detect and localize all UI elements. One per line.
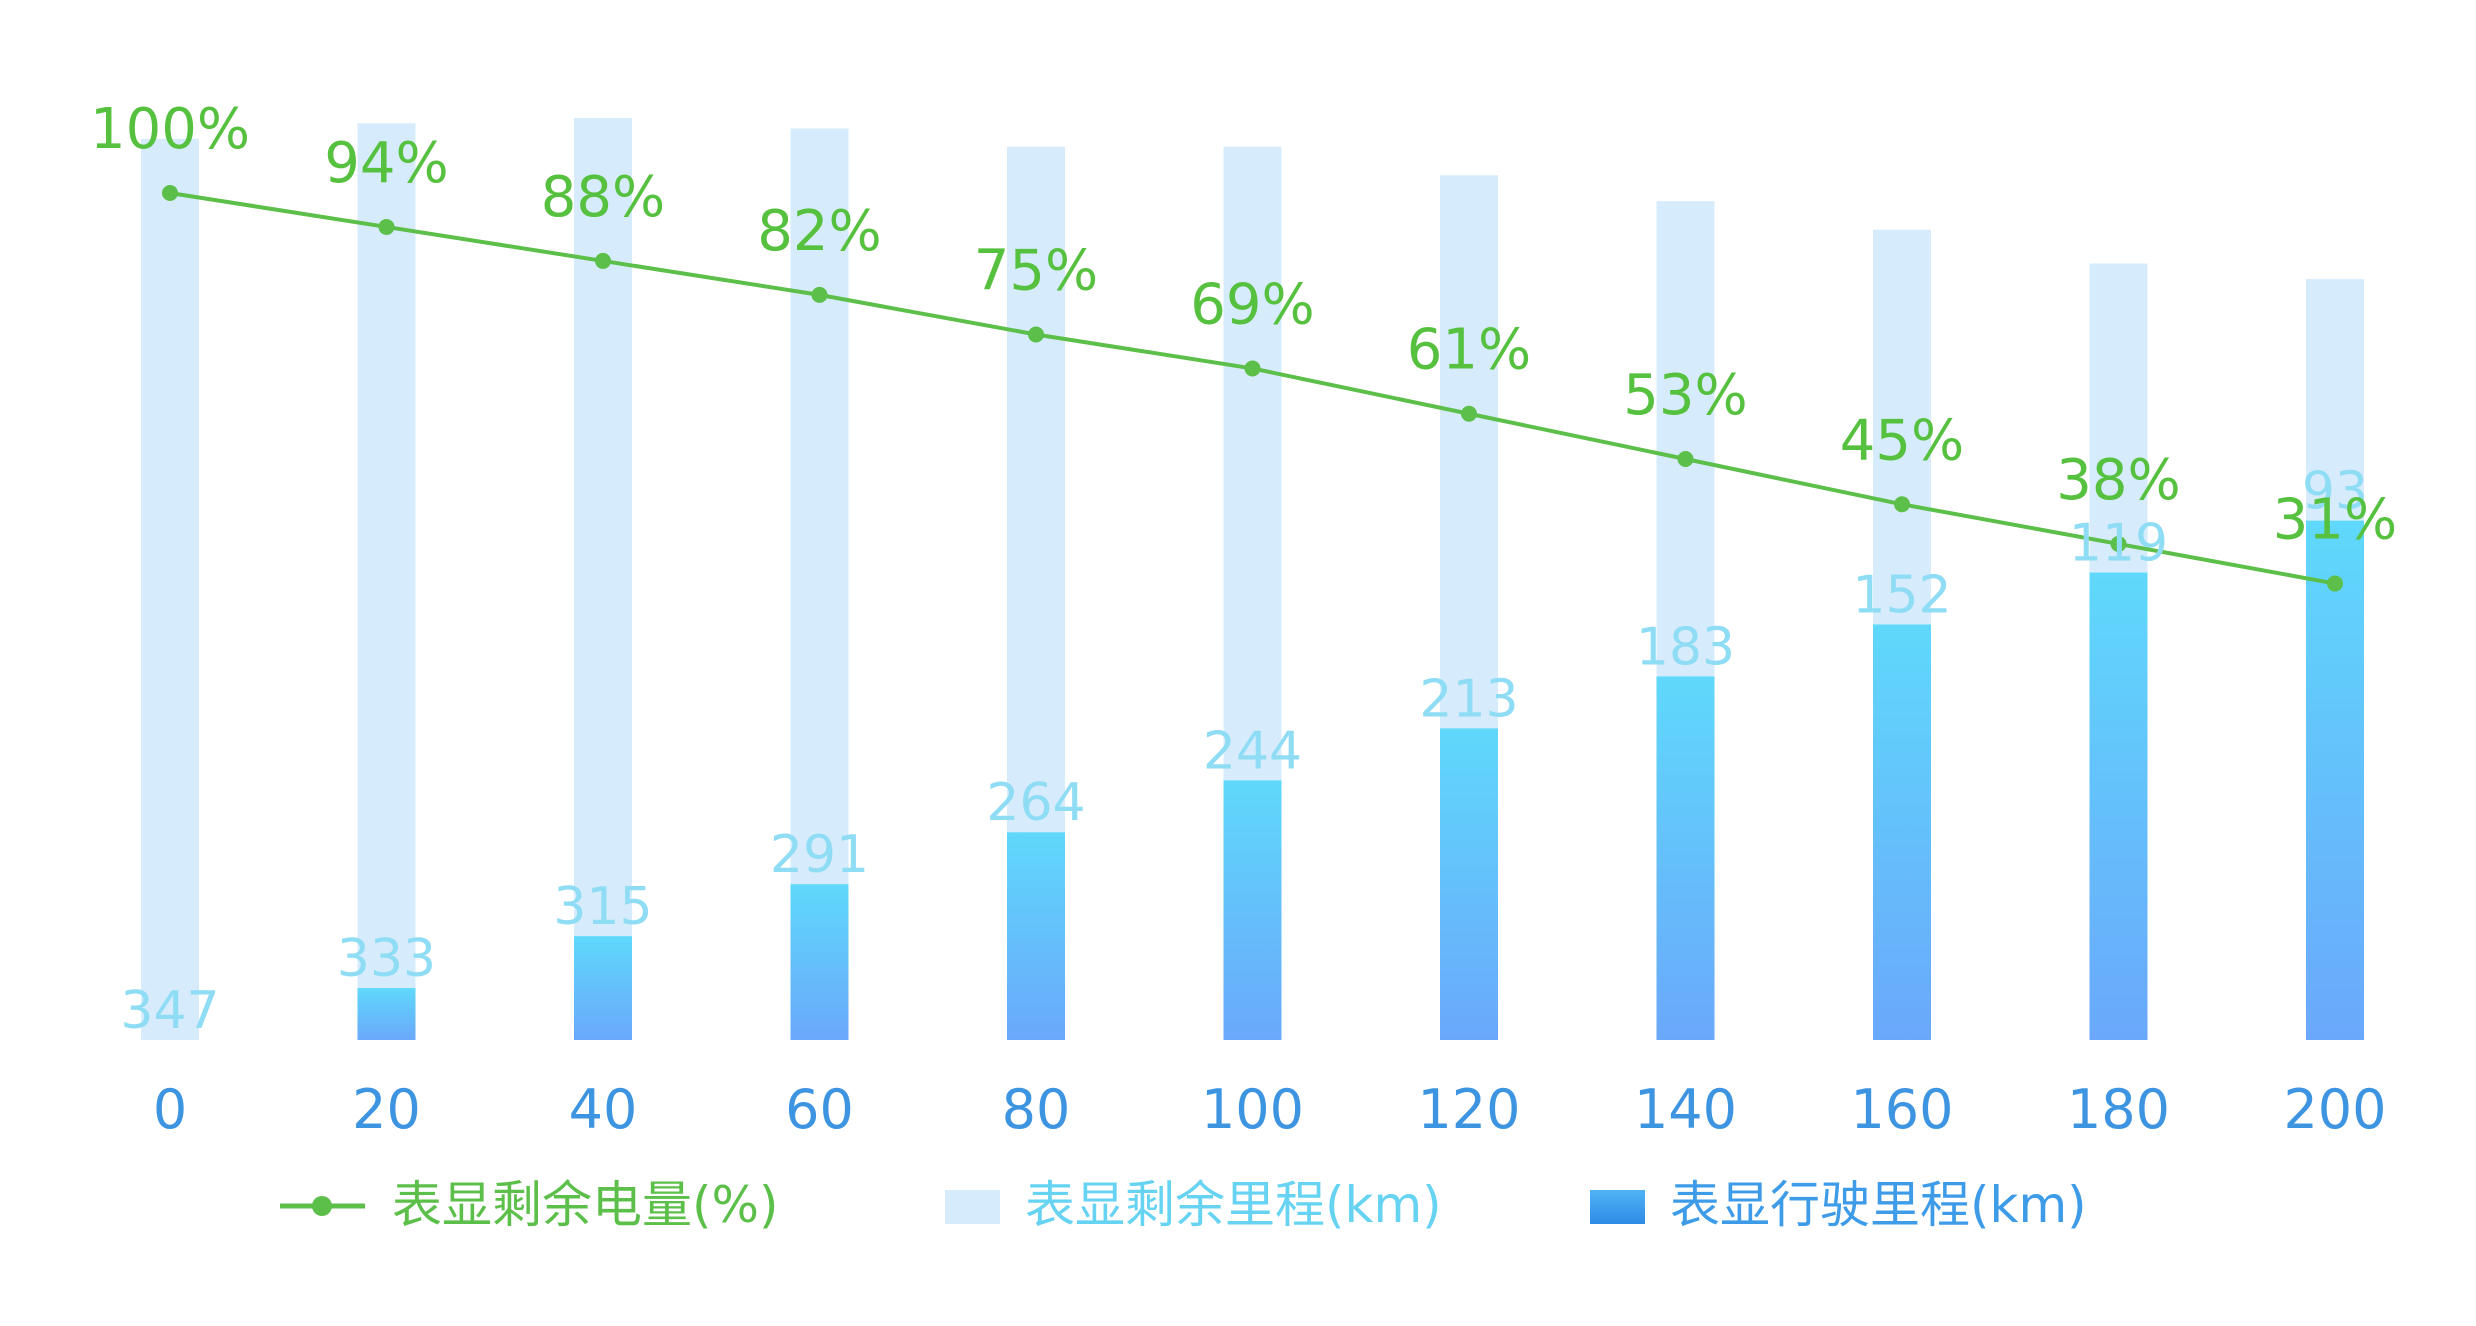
driven-bar: [1656, 676, 1715, 1040]
battery-percent-label: 61%: [1407, 318, 1531, 383]
line-dot-icon-marker: [312, 1196, 332, 1216]
x-tick-label: 180: [2067, 1078, 2170, 1141]
battery-point: [1461, 405, 1477, 422]
battery-percent-label: 82%: [757, 199, 881, 264]
battery-point: [1028, 326, 1044, 343]
remaining-km-label: 152: [1852, 565, 1951, 625]
legend: 表显剩余电量(%) 表显剩余里程(km) 表显行驶里程(km): [280, 1176, 2087, 1234]
battery-percent-label: 31%: [2273, 488, 2397, 553]
remaining-bar: [790, 128, 849, 885]
remaining-km-label: 347: [120, 981, 219, 1041]
bars-layer: [141, 118, 2364, 1040]
remaining-km-label: 119: [2069, 514, 2168, 574]
x-tick-label: 0: [153, 1078, 187, 1141]
battery-point: [1894, 496, 1910, 513]
remaining-km-label: 291: [770, 825, 869, 885]
remaining-km-label: 213: [1419, 669, 1518, 729]
battery-point: [162, 185, 178, 201]
battery-point: [2110, 535, 2127, 552]
battery-point: [378, 218, 395, 235]
battery-point: [1677, 451, 1694, 468]
x-axis: 0 20 40 60 80 100 120 140 160 180 200: [153, 1078, 2387, 1141]
battery-point: [811, 286, 828, 303]
x-tick-label: 140: [1634, 1078, 1737, 1141]
battery-point: [595, 252, 611, 269]
line-layer: [162, 185, 2343, 592]
battery-point: [1244, 360, 1261, 377]
battery-percent-label: 53%: [1623, 363, 1747, 428]
remaining-km-label: 333: [337, 929, 436, 989]
remaining-bar: [357, 123, 416, 989]
remaining-km-label: 264: [986, 773, 1085, 833]
battery-percent-label: 45%: [1840, 408, 1964, 473]
battery-percent-label: 88%: [541, 165, 665, 230]
legend-item-battery[interactable]: 表显剩余电量(%): [280, 1176, 779, 1234]
remaining-km-label: 315: [553, 877, 652, 937]
battery-percent-label: 38%: [2056, 448, 2180, 513]
driven-bar: [1223, 780, 1282, 1040]
legend-label-remaining: 表显剩余里程(km): [1025, 1176, 1442, 1234]
driven-bar: [790, 884, 849, 1040]
remaining-bar: [1656, 201, 1715, 677]
battery-percent-label: 75%: [974, 239, 1098, 304]
battery-percent-label: 94%: [324, 131, 448, 196]
driven-bar: [2089, 572, 2148, 1040]
driven-bar: [2306, 520, 2364, 1040]
legend-item-remaining[interactable]: 表显剩余里程(km): [945, 1176, 1442, 1234]
battery-percent-label: 100%: [90, 97, 250, 162]
remaining-bar: [2089, 263, 2148, 573]
driven-bar: [357, 988, 416, 1040]
legend-label-battery: 表显剩余电量(%): [392, 1176, 779, 1234]
remaining-bar: [574, 118, 632, 937]
legend-label-driven: 表显行驶里程(km): [1670, 1176, 2087, 1234]
x-tick-label: 120: [1417, 1078, 1520, 1141]
line-labels-layer: 100% 94% 88% 82% 75% 69% 61% 53% 45% 38% 31%: [90, 97, 2397, 553]
x-tick-label: 40: [569, 1078, 638, 1141]
remaining-bar: [1223, 146, 1282, 781]
driven-bar: [1873, 624, 1931, 1040]
driven-bar: [1440, 728, 1498, 1040]
remaining-km-label: 183: [1636, 617, 1735, 677]
x-tick-label: 100: [1201, 1078, 1304, 1141]
driven-bar: [1007, 832, 1065, 1040]
remaining-bar: [1007, 146, 1065, 833]
bar-labels-layer: 347 333 315 291 264 244 213 183 152 119 93: [120, 462, 2368, 1041]
light-bar-icon: [945, 1190, 1000, 1224]
blue-bar-icon: [1590, 1190, 1645, 1224]
remaining-km-label: 93: [2302, 462, 2368, 522]
remaining-bar: [1873, 229, 1931, 625]
remaining-km-label: 244: [1203, 721, 1302, 781]
remaining-bar: [1440, 175, 1498, 729]
x-tick-label: 160: [1850, 1078, 1953, 1141]
x-tick-label: 200: [2283, 1078, 2386, 1141]
x-tick-label: 60: [785, 1078, 854, 1141]
battery-point: [2327, 575, 2343, 592]
remaining-bar: [2306, 279, 2364, 521]
x-tick-label: 80: [1002, 1078, 1071, 1141]
battery-percent-label: 69%: [1190, 272, 1314, 337]
legend-item-driven[interactable]: 表显行驶里程(km): [1590, 1176, 2087, 1234]
remaining-bar: [141, 138, 199, 1040]
driven-bar: [574, 936, 632, 1040]
x-tick-label: 20: [352, 1078, 421, 1141]
